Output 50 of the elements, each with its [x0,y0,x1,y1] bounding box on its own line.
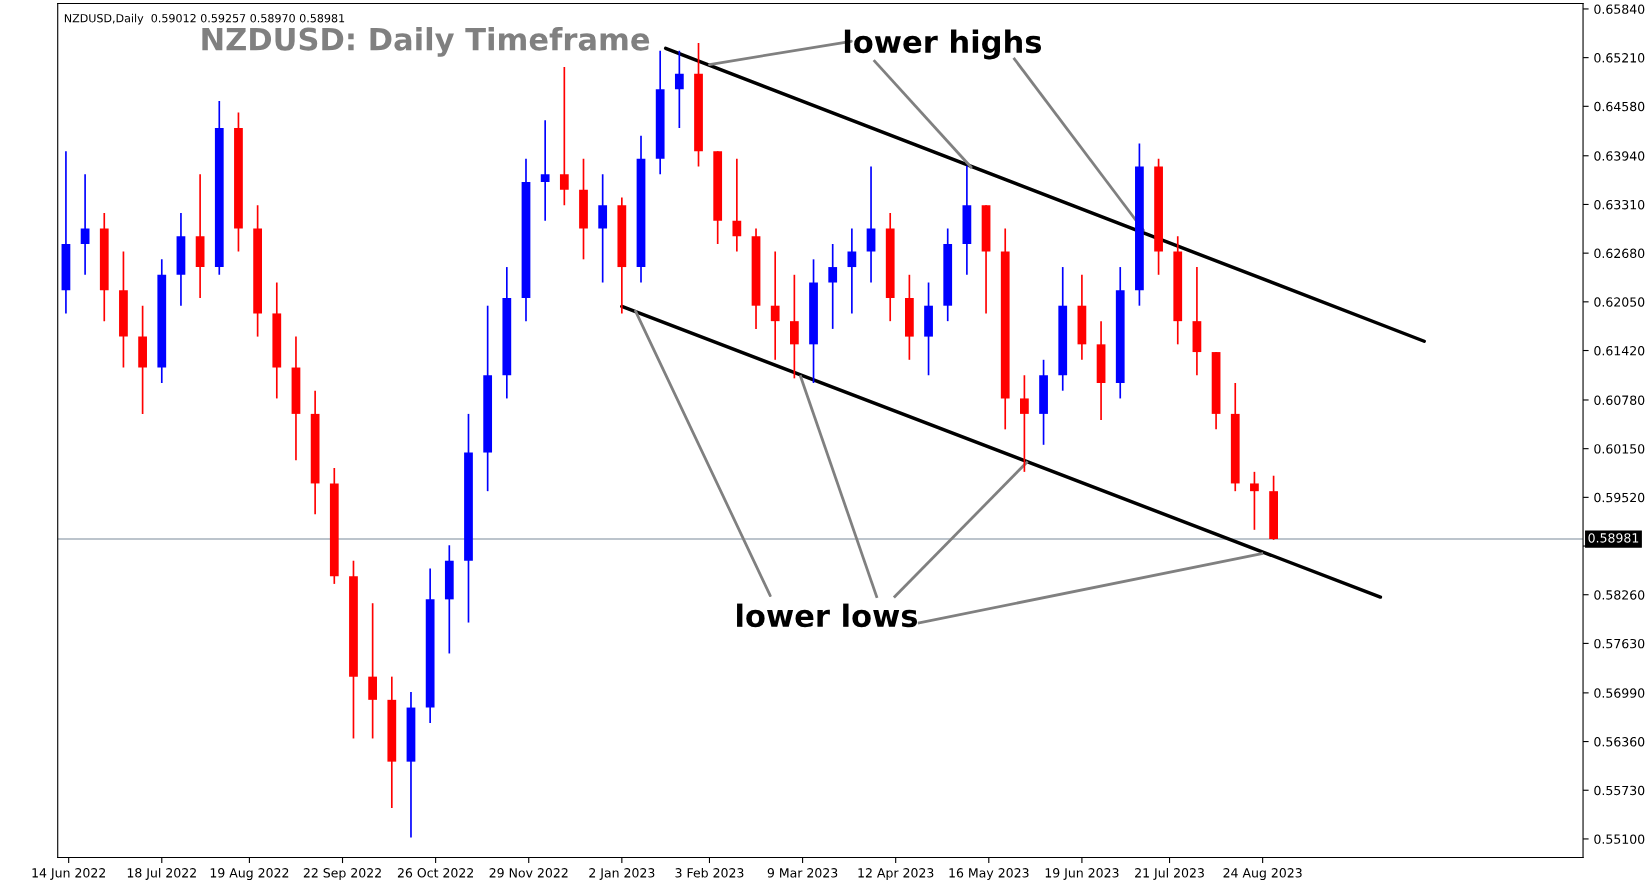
candlestick [80,173,90,276]
y-tick-label: 0.58260 [1594,590,1645,600]
x-tick-label: 19 Aug 2022 [210,868,289,880]
y-tick-label: 0.63310 [1594,199,1645,210]
y-tick-label: 0.62680 [1594,248,1645,259]
annotation: lower highs [844,29,1042,60]
x-tick-label: 16 May 2023 [949,868,1029,880]
candlestick [770,250,780,361]
x-tick-label: 24 Aug 2023 [1223,868,1302,880]
annotation: lower lows [737,603,918,628]
candlestick [598,173,608,284]
y-tick-label: 0.64580 [1594,101,1645,112]
x-tick-label: 29 Nov 2022 [489,868,568,878]
candlestick [866,165,876,284]
candlestick [789,273,799,380]
y-tick-label: 0.59520 [1594,492,1645,503]
y-tick-label: 0.65210 [1594,53,1645,63]
x-tick-label: 21 Jul 2023 [1135,867,1204,880]
x-tick-label: 3 Feb 2023 [675,867,744,878]
candlestick [540,119,550,222]
y-tick-label: 0.55730 [1594,785,1645,796]
candlestick [368,602,378,740]
y-tick-label: 0.65840 [1594,4,1645,14]
x-tick-label: 19 Jun 2023 [1045,868,1119,880]
y-tick-label: 0.56990 [1594,688,1645,698]
annotation: NZDUSD,Daily 0.59012 0.59257 0.58970 0.58981 [64,13,345,25]
y-tick-label: 0.63940 [1594,151,1645,161]
x-tick-label: 9 Mar 2023 [767,868,838,878]
candlestick [828,243,838,330]
x-tick-label: 26 Oct 2022 [397,868,474,878]
candlestick [732,158,742,253]
candlestick [559,66,569,207]
candlestick [1020,374,1029,473]
ref-line-label: 0.58981 [1588,533,1639,543]
y-tick-label: 0.56360 [1594,737,1645,747]
y-tick-label: 0.62050 [1594,297,1645,307]
x-tick-label: 18 Jul 2022 [127,867,196,880]
x-tick-label: 12 Apr 2023 [858,868,934,880]
candlestick [1250,471,1259,531]
y-tick-label: 0.60780 [1594,395,1645,405]
x-tick-label: 2 Jan 2023 [589,868,655,880]
x-tick-label: 14 Jun 2022 [32,868,106,880]
y-tick-label: 0.55100 [1594,834,1645,844]
candlestick [674,49,684,129]
y-tick-label: 0.60150 [1594,444,1645,454]
x-tick-label: 22 Sep 2022 [303,868,381,880]
y-tick-label: 0.57630 [1594,638,1645,649]
candlestick [847,227,857,315]
y-tick-label: 0.61420 [1594,345,1645,356]
text: NZDUSD: Daily Timeframe [202,27,650,57]
